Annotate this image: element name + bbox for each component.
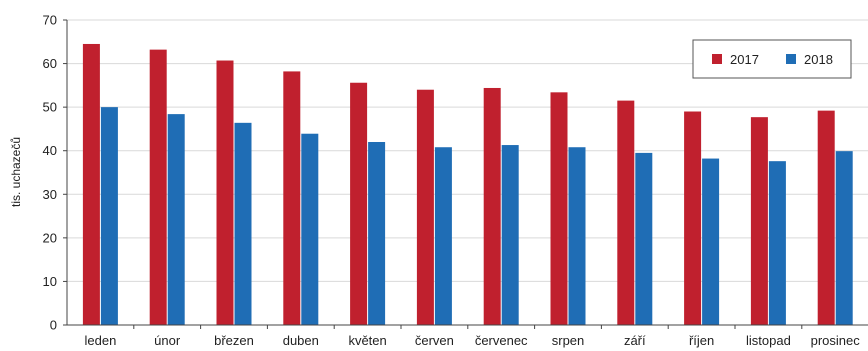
axes — [63, 19, 868, 329]
y-tick-label: 30 — [43, 187, 57, 202]
category-label-květen: květen — [348, 333, 386, 348]
legend-label-2017: 2017 — [730, 52, 759, 67]
bar-2017-leden — [82, 43, 100, 325]
legend: 2017 2018 — [692, 39, 852, 79]
bar-2017-září — [617, 100, 635, 325]
category-label-únor: únor — [154, 333, 181, 348]
legend-label-2018: 2018 — [804, 52, 833, 67]
bar-2017-únor — [149, 49, 167, 325]
bar-2018-březen — [234, 122, 252, 325]
category-label-listopad: listopad — [746, 333, 791, 348]
bar-2017-červen — [416, 89, 434, 325]
category-label-červenec: červenec — [475, 333, 528, 348]
y-tick-label: 70 — [43, 13, 57, 28]
bar-2017-březen — [216, 60, 234, 326]
y-axis-title: tis. uchazečů — [9, 137, 23, 207]
bar-2017-květen — [350, 82, 368, 325]
bar-2018-srpen — [568, 147, 586, 325]
category-label-září: září — [624, 333, 646, 348]
bar-2017-duben — [283, 71, 301, 326]
bar-2018-listopad — [768, 161, 786, 325]
bar-2018-prosinec — [835, 151, 853, 325]
bar-2017-říjen — [684, 111, 702, 325]
category-labels: leden únor březen duben květen červen červenec… — [84, 333, 860, 348]
gridlines — [67, 19, 868, 282]
bar-2017-listopad — [750, 117, 768, 326]
bar-2017-srpen — [550, 92, 568, 325]
category-label-březen: březen — [214, 333, 254, 348]
y-tick-label: 50 — [43, 100, 57, 115]
category-label-červen: červen — [415, 333, 454, 348]
bar-2018-červen — [434, 147, 452, 325]
category-label-duben: duben — [283, 333, 319, 348]
bar-2018-září — [635, 152, 653, 325]
y-tick-label: 10 — [43, 274, 57, 289]
legend-swatch-2017 — [712, 54, 722, 64]
category-label-prosinec: prosinec — [811, 333, 861, 348]
y-tick-label: 40 — [43, 143, 57, 158]
category-label-říjen: říjen — [689, 333, 714, 348]
bar-2017-prosinec — [817, 110, 835, 325]
y-tick-label: 60 — [43, 56, 57, 71]
bar-2018-únor — [167, 114, 185, 325]
bar-2018-říjen — [702, 158, 720, 325]
bar-2018-leden — [100, 107, 118, 326]
bar-2018-duben — [301, 133, 319, 325]
legend-swatch-2018 — [786, 54, 796, 64]
bars — [82, 43, 853, 326]
category-label-leden: leden — [84, 333, 116, 348]
y-tick-label: 20 — [43, 230, 57, 245]
category-label-srpen: srpen — [552, 333, 585, 348]
bar-2018-květen — [368, 142, 386, 325]
y-tick-label: 0 — [50, 318, 57, 333]
bar-2018-červenec — [501, 145, 519, 325]
bar-2017-červenec — [483, 87, 501, 325]
y-tick-labels: 0 10 20 30 40 50 60 70 — [43, 13, 57, 333]
